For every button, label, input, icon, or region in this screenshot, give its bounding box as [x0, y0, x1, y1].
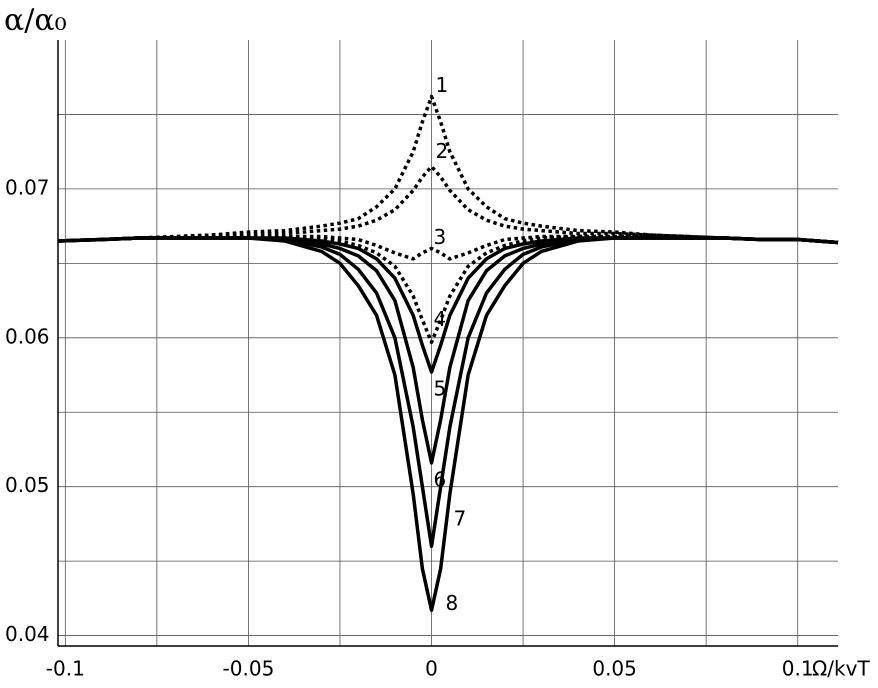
series-line [57, 234, 839, 261]
series-label: 2 [436, 139, 449, 163]
y-axis-label: α/α₀ [4, 3, 67, 38]
x-tick-label: -0.05 [223, 657, 275, 681]
x-axis-label: Ω/kvT [812, 657, 870, 681]
y-tick-label: 0.07 [5, 175, 50, 199]
x-tick-label: 0 [425, 657, 438, 681]
x-tick-label: 0.1 [782, 657, 814, 681]
series-line [57, 236, 839, 613]
series-label: 8 [446, 591, 459, 615]
y-tick-label: 0.05 [5, 473, 50, 497]
x-tick-label: -0.1 [46, 657, 85, 681]
x-tick-label: 0.05 [592, 657, 637, 681]
y-tick-label: 0.04 [5, 622, 50, 646]
series-label: 1 [436, 73, 449, 97]
series-line [57, 164, 839, 245]
series-label: 7 [454, 507, 467, 531]
series-label: 3 [434, 225, 447, 249]
series-label: 5 [434, 377, 447, 401]
series-line [57, 94, 839, 245]
series-label: 4 [434, 307, 447, 331]
y-tick-label: 0.06 [5, 324, 50, 348]
